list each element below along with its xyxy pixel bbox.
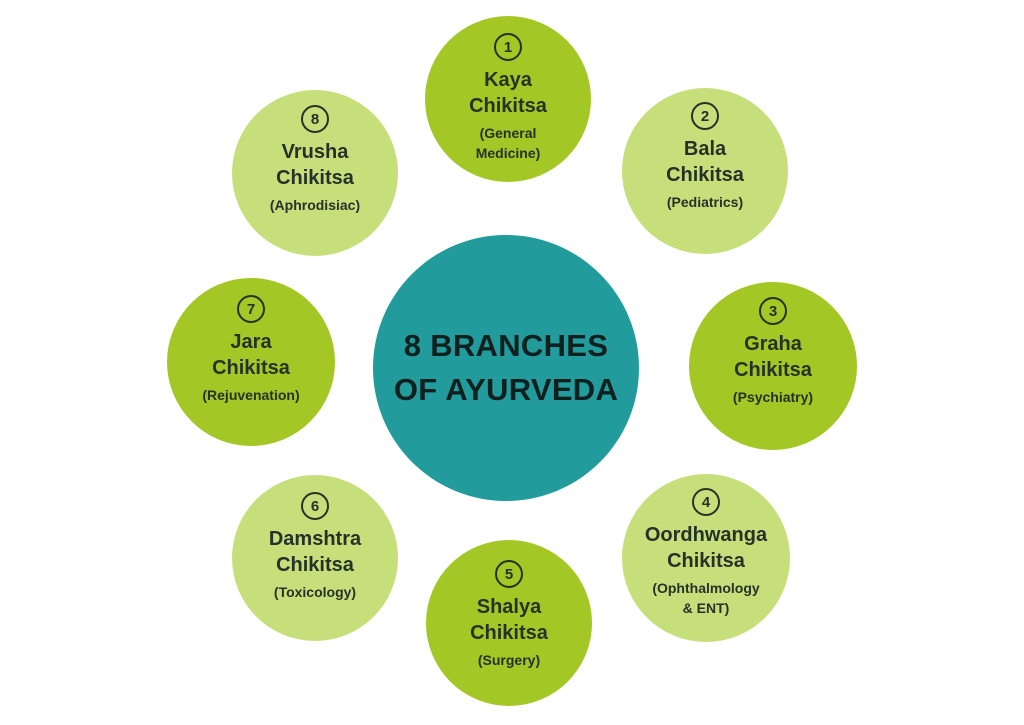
- branch-name: Oordhwanga: [644, 524, 768, 546]
- branch-name: Chikitsa: [470, 622, 548, 644]
- branch-name: Kaya: [484, 69, 532, 91]
- branch-number-badge: 6: [301, 492, 329, 520]
- branch-description: (General: [479, 125, 537, 141]
- branch-name: Bala: [683, 138, 727, 160]
- branch-shalya-chikitsa: 5 Shalya Chikitsa (Surgery): [426, 540, 592, 706]
- branch-damshtra-chikitsa: 6 Damshtra Chikitsa (Toxicology): [232, 475, 398, 641]
- branch-description: (Toxicology): [273, 584, 357, 600]
- branch-name: Chikitsa: [276, 554, 354, 576]
- branch-description: & ENT): [682, 600, 730, 616]
- branch-bala-chikitsa: 2 Bala Chikitsa (Pediatrics): [622, 88, 788, 254]
- branch-description: (Rejuvenation): [202, 387, 300, 403]
- branch-description: (Pediatrics): [666, 194, 744, 210]
- branch-description: (Ophthalmology: [652, 580, 760, 596]
- branch-name: Vrusha: [281, 141, 349, 163]
- branch-number-badge: 1: [494, 33, 522, 61]
- branch-name: Chikitsa: [469, 95, 547, 117]
- branch-name: Graha: [744, 333, 802, 355]
- branch-name: Chikitsa: [666, 164, 744, 186]
- branch-kaya-chikitsa: 1 Kaya Chikitsa (General Medicine): [425, 16, 591, 182]
- center-title-line-1: 8 BRANCHES: [403, 328, 609, 363]
- branch-name: Damshtra: [268, 528, 362, 550]
- branch-number-badge: 8: [301, 105, 329, 133]
- branch-name: Shalya: [476, 596, 542, 618]
- branch-name: Chikitsa: [276, 167, 354, 189]
- branch-number-badge: 4: [692, 488, 720, 516]
- branch-name: Chikitsa: [734, 359, 812, 381]
- branch-description: (Surgery): [477, 652, 541, 668]
- branch-number-badge: 5: [495, 560, 523, 588]
- branch-name: Jara: [230, 331, 272, 353]
- branch-number-badge: 3: [759, 297, 787, 325]
- branch-vrusha-chikitsa: 8 Vrusha Chikitsa (Aphrodisiac): [232, 90, 398, 256]
- branch-oordhwanga-chikitsa: 4 Oordhwanga Chikitsa (Ophthalmology & E…: [622, 474, 790, 642]
- center-circle: 8 BRANCHES OF AYURVEDA: [373, 235, 639, 501]
- branch-description: (Aphrodisiac): [269, 197, 361, 213]
- branch-number-badge: 2: [691, 102, 719, 130]
- center-title-line-2: OF AYURVEDA: [393, 372, 619, 407]
- branch-name: Chikitsa: [212, 357, 290, 379]
- branch-description: Medicine): [475, 145, 541, 161]
- branch-number-badge: 7: [237, 295, 265, 323]
- branch-description: (Psychiatry): [732, 389, 814, 405]
- branch-name: Chikitsa: [667, 550, 745, 572]
- branch-graha-chikitsa: 3 Graha Chikitsa (Psychiatry): [689, 282, 857, 450]
- branch-jara-chikitsa: 7 Jara Chikitsa (Rejuvenation): [167, 278, 335, 446]
